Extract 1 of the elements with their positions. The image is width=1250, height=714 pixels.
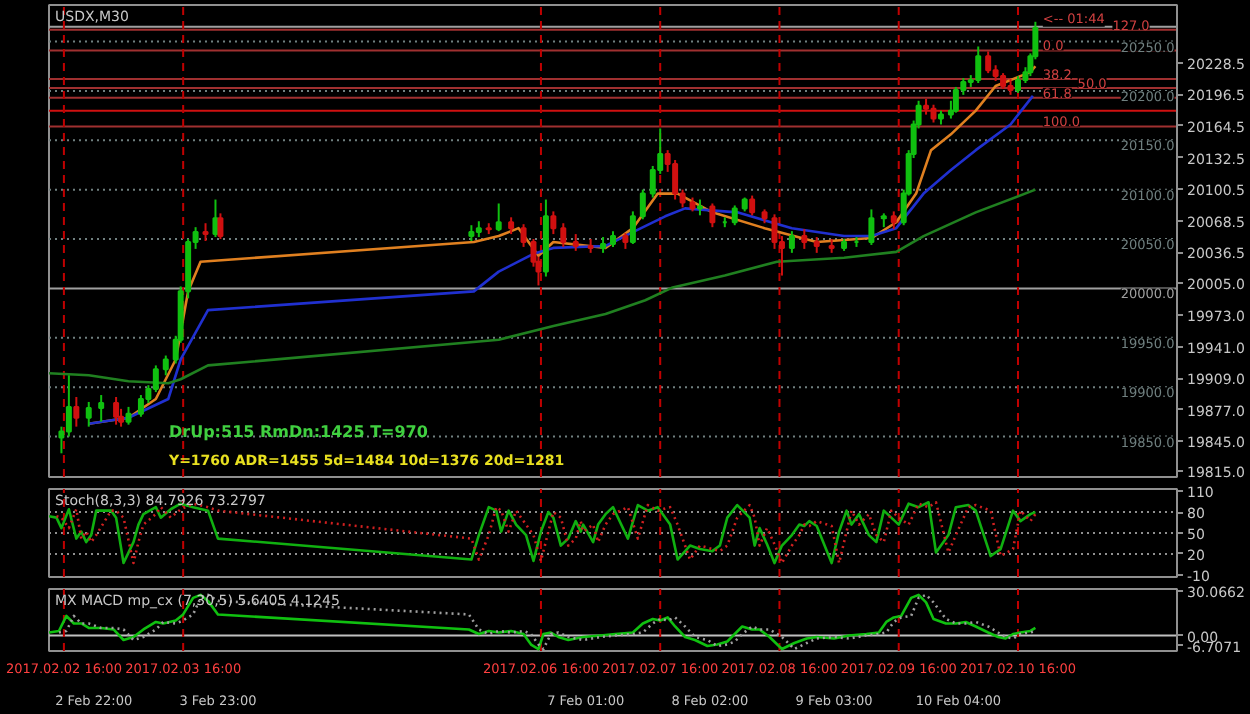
annotation: DrUp:515 RmDn:1425 T=970 bbox=[169, 423, 429, 441]
